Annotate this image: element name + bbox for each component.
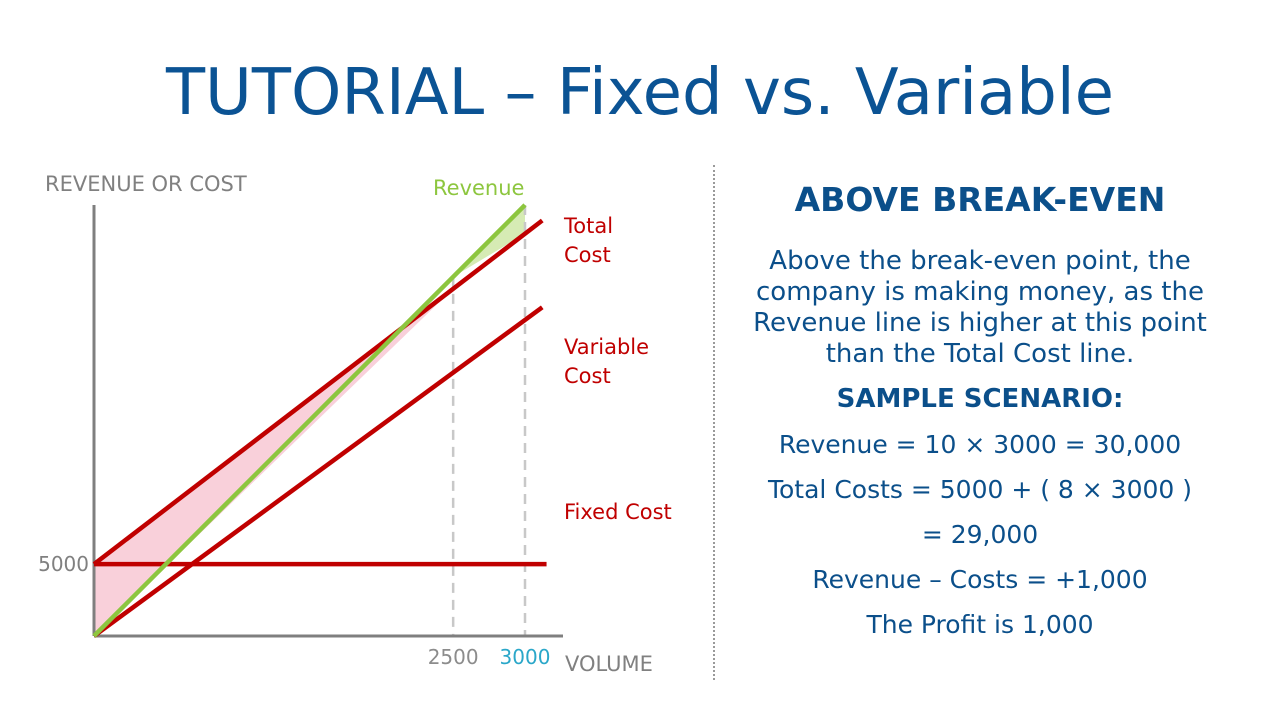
calculation-line: = 29,000 [730,512,1230,557]
dotted-divider [713,165,715,680]
x-axis-label: VOLUME [565,652,653,676]
calculation-line: Total Costs = 5000 + ( 8 × 3000 ) [730,467,1230,512]
chart-axes [94,205,563,636]
y-tick-label: 5000 [38,552,89,576]
calculation-list: Revenue = 10 × 3000 = 30,000 Total Costs… [730,422,1230,647]
series-line-total-cost [94,221,542,565]
calculation-line: Revenue = 10 × 3000 = 30,000 [730,422,1230,467]
series-label-total-cost: Total Cost [563,214,613,267]
chart-labels: REVENUE OR COST VOLUME 2500 3000 5000 Reven… [38,172,672,676]
explanation-panel: ABOVE BREAK-EVEN Above the break-even po… [730,180,1230,647]
series-line-revenue [94,205,525,636]
calculation-line: Revenue – Costs = +1,000 [730,557,1230,602]
panel-heading: ABOVE BREAK-EVEN [730,180,1230,220]
series-label-revenue: Revenue [433,176,524,200]
panel-description: Above the break-even point, the company … [745,246,1215,370]
x-tick-label: 3000 [500,645,551,669]
x-tick-label: 2500 [428,645,479,669]
y-axis-label: REVENUE OR COST [45,172,247,196]
break-even-chart: REVENUE OR COST VOLUME 2500 3000 5000 Reven… [0,0,712,720]
scenario-heading: SAMPLE SCENARIO: [730,382,1230,416]
calculation-line: The Profit is 1,000 [730,602,1230,647]
series-label-variable-cost: Variable Cost [564,335,649,388]
series-label-fixed-cost: Fixed Cost [564,500,672,524]
chart-lines [94,205,547,636]
series-line-variable-cost [94,307,542,636]
